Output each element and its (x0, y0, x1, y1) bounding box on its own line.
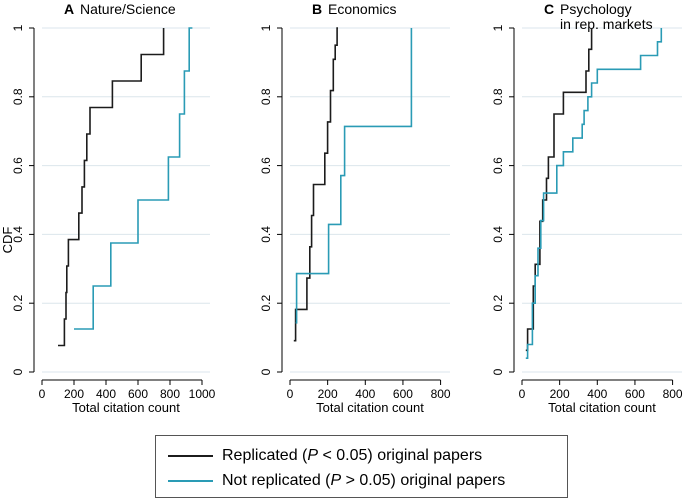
y-tick-label: 0.2 (259, 295, 273, 312)
x-tick-label: 600 (393, 387, 413, 401)
panel-title: Psychology (560, 1, 632, 17)
y-tick-label: 0.6 (491, 157, 505, 174)
x-axis-label: Total citation count (548, 400, 656, 415)
x-tick-label: 800 (431, 387, 451, 401)
legend-label-replicated: Replicated (P < 0.05) original papers (222, 447, 483, 464)
series-line-not-replicated (295, 28, 413, 324)
y-tick-label: 0.8 (491, 88, 505, 105)
y-tick-label: 1 (259, 24, 273, 31)
x-axis-label: Total citation count (316, 400, 424, 415)
y-tick-label: 1 (11, 24, 25, 31)
y-axis-title: CDF (0, 227, 15, 254)
series-line-replicated (58, 28, 165, 347)
x-tick-label: 200 (64, 387, 84, 401)
y-tick-label: 0 (259, 368, 273, 375)
legend-label-not-replicated: Not replicated (P > 0.05) original paper… (222, 472, 506, 489)
y-tick-label: 0.4 (259, 226, 273, 243)
x-tick-label: 400 (355, 387, 375, 401)
panel-a: 0 0.2 0.4 0.6 0.8 1 0 200 400 600 800 1000 Total cit… (11, 1, 216, 415)
x-tick-label: 0 (519, 387, 526, 401)
panel-subtitle: in rep. markets (560, 16, 653, 32)
y-tick-label: 0.4 (11, 226, 25, 243)
x-tick-label: 800 (663, 387, 683, 401)
legend: Replicated (P < 0.05) original papers No… (155, 435, 568, 498)
panel-letter: A (64, 1, 74, 17)
x-tick-label: 200 (318, 387, 338, 401)
y-tick-label: 0.2 (491, 295, 505, 312)
legend-swatch-replicated (168, 455, 213, 457)
y-tick-label: 0.8 (11, 88, 25, 105)
series-line-replicated (525, 28, 593, 352)
y-tick-label: 0.8 (259, 88, 273, 105)
y-tick-label: 1 (491, 24, 505, 31)
y-tick-label: 0.4 (491, 226, 505, 243)
panel-title: Economics (328, 1, 396, 17)
y-tick-label: 0.6 (11, 157, 25, 174)
series-line-replicated (293, 27, 338, 342)
x-tick-label: 0 (39, 387, 46, 401)
x-tick-label: 800 (160, 387, 180, 401)
panel-b: 0 0.2 0.4 0.6 0.8 1 0 200 400 600 800 Total citatio… (259, 1, 451, 415)
y-tick-label: 0 (11, 368, 25, 375)
series-line-not-replicated (74, 27, 193, 330)
panel-letter: B (312, 1, 322, 17)
x-tick-label: 400 (587, 387, 607, 401)
x-tick-label: 600 (625, 387, 645, 401)
y-tick-label: 0.6 (259, 157, 273, 174)
y-tick-label: 0.2 (11, 295, 25, 312)
y-tick-label: 0 (491, 368, 505, 375)
panel-letter: C (544, 1, 554, 17)
x-tick-label: 1000 (189, 387, 216, 401)
x-tick-label: 200 (550, 387, 570, 401)
legend-swatch-not-replicated (168, 480, 213, 482)
series-line-not-replicated (525, 28, 663, 359)
x-tick-label: 400 (96, 387, 116, 401)
x-tick-label: 600 (128, 387, 148, 401)
panel-title: Nature/Science (80, 1, 176, 17)
x-axis-label: Total citation count (72, 400, 180, 415)
panel-c: 0 0.2 0.4 0.6 0.8 1 0 200 400 600 800 Total citatio… (491, 1, 683, 415)
x-tick-label: 0 (287, 387, 294, 401)
